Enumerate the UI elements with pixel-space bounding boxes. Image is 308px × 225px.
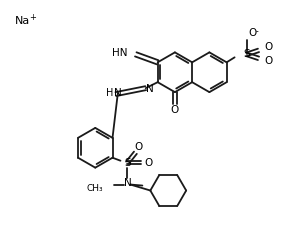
Text: N: N (114, 88, 122, 98)
Text: CH₃: CH₃ (87, 184, 103, 193)
Text: O: O (144, 158, 153, 168)
Text: O: O (134, 142, 143, 152)
Text: HN: HN (112, 48, 128, 58)
Text: +: + (30, 13, 36, 22)
Text: S: S (124, 158, 131, 168)
Text: Na: Na (15, 16, 30, 26)
Text: N: N (124, 178, 131, 188)
Text: O: O (171, 105, 179, 115)
Text: H: H (107, 88, 114, 98)
Text: S: S (243, 49, 250, 59)
Text: O: O (265, 42, 273, 52)
Text: O: O (265, 56, 273, 66)
Text: N: N (146, 84, 154, 94)
Text: O: O (249, 28, 257, 38)
Text: -: - (256, 27, 258, 36)
